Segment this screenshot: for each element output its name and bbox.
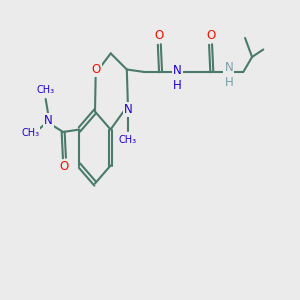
Text: N: N [224,61,233,74]
Text: CH₃: CH₃ [119,135,137,146]
Text: N: N [44,114,53,127]
Text: O: O [60,160,69,173]
Text: CH₃: CH₃ [21,128,39,138]
Text: H: H [173,80,182,92]
Text: N: N [124,103,133,116]
Text: O: O [155,29,164,42]
Text: O: O [92,63,101,76]
Text: H: H [224,76,233,89]
Text: N: N [173,64,182,77]
Text: CH₃: CH₃ [37,85,55,95]
Text: O: O [206,29,215,42]
